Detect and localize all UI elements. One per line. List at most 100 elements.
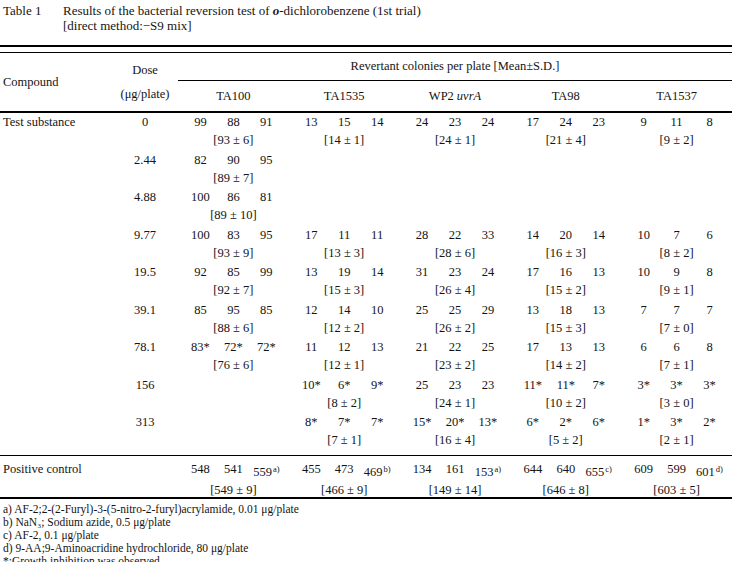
count-value: 644 [516,460,549,482]
count-value: 31 [406,263,439,282]
plate-counts: 172423 [510,113,621,132]
mean-sd: [14 ± 1] [289,132,400,149]
count-value: 7 [660,226,693,245]
count-value: 100 [184,188,217,207]
title-text-post: -dichlorobenzene (1st trial) [279,3,421,18]
mean-sd: [466 ± 9] [289,482,400,499]
strain-values-cell: 1*3*2*[2 ± 1] [621,413,732,451]
dose-cell: 0 [112,113,178,151]
plate-counts: 8*7*7* [289,413,400,432]
mean-sd: [13 ± 3] [289,245,400,262]
strain-values-cell [621,188,732,226]
mean-sd: [15 ± 3] [289,282,400,299]
strain-values-cell: 548541559a)[549 ± 9] [178,460,289,497]
dose-cell: 2.44 [112,151,178,189]
count-value: 20 [549,226,582,245]
footnote-marker: d) [716,464,723,474]
plate-counts: 455473469b) [289,460,400,482]
strain-values-cell: 242324[24 ± 1] [400,113,511,151]
count-value: 22 [439,338,472,357]
dose-cell: 4.88 [112,188,178,226]
strain-values-cell: 777[7 ± 0] [621,301,732,339]
count-value: 25 [471,338,504,357]
col-header-strain-ta1535: TA1535 [289,89,400,104]
compound-cell [0,301,112,339]
strain-values-cell: 111213[12 ± 1] [289,338,400,376]
count-value: 14 [328,301,361,320]
count-value: 23 [471,376,504,395]
count-value: 3* [627,376,660,395]
count-value: 11 [361,226,394,245]
count-value: 11* [516,376,549,395]
count-value: 1* [627,413,660,432]
count-value: 100 [184,226,217,245]
dose-row: 15610*6*9*[8 ± 2]252323[24 ± 1]11*11*7*[… [0,376,732,414]
table-header: Compound Dose (μg/plate) Revertant colon… [0,53,732,113]
table-title-line1: Results of the bacterial reversion test … [63,3,421,18]
strain-values-cell: 609599601d)[603 ± 5] [621,460,732,497]
dose-row: Test substance0998891[93 ± 6]131514[14 ±… [0,113,732,151]
mean-sd: [16 ± 4] [400,432,511,449]
strain-values-cell: 142014[16 ± 3] [510,226,621,264]
count-value: 13 [582,301,615,320]
col-header-strain-ta100: TA100 [178,89,289,104]
strain-values-cell: 8*7*7*[7 ± 1] [289,413,400,451]
mean-sd: [3 ± 0] [621,395,732,412]
count-value: 81 [250,188,283,207]
plate-counts: 859585 [178,301,289,320]
plate-counts: 777 [621,301,732,320]
strain-values-cell: 252323[24 ± 1] [400,376,511,414]
count-value: 7* [328,413,361,432]
strain-values-cell: 252529[26 ± 2] [400,301,511,339]
col-header-compound: Compound [0,53,112,111]
count-value: 72* [250,338,283,357]
strain-values-cell: 131914[15 ± 3] [289,263,400,301]
count-value: 14 [582,226,615,245]
mean-sd: [28 ± 6] [400,245,511,262]
mean-sd: [92 ± 7] [178,282,289,299]
count-value: 12 [295,301,328,320]
mean-sd: [89 ± 7] [178,170,289,187]
plate-counts: 928599 [178,263,289,282]
plate-counts: 212225 [400,338,511,357]
strain-values-cell: 11*11*7*[10 ± 2] [510,376,621,414]
count-value: 90 [217,151,250,170]
compound-cell [0,338,112,376]
plate-counts: 171111 [289,226,400,245]
count-value: 17 [516,338,549,357]
plate-counts: 242324 [400,113,511,132]
plate-counts: 1*3*2* [621,413,732,432]
mean-sd: [646 ± 8] [510,482,621,499]
count-value: 92 [184,263,217,282]
plate-counts: 131914 [289,263,400,282]
plate-counts: 134161153a) [400,460,511,482]
count-value: 8 [693,338,726,357]
mean-sd: [549 ± 9] [178,482,289,499]
count-value: 83* [184,338,217,357]
count-value: 23 [439,376,472,395]
count-value: 609 [627,460,660,482]
plate-counts: 252529 [400,301,511,320]
count-value: 13* [471,413,504,432]
strain-values-cell: 859585[88 ± 6] [178,301,289,339]
count-value: 23 [439,263,472,282]
mean-sd: [23 ± 2] [400,357,511,374]
count-value: 29 [471,301,504,320]
strain-name: TA1535 [324,89,365,103]
strain-values-cell: 83*72*72*[76 ± 6] [178,338,289,376]
compound-cell: Test substance [0,113,112,151]
count-value: 11 [295,338,328,357]
count-value: 23 [582,113,615,132]
mean-sd: [7 ± 1] [289,432,400,449]
count-value: 455 [295,460,328,482]
mean-sd: [603 ± 5] [621,482,732,499]
strain-values-cell: 171313[14 ± 2] [510,338,621,376]
footnote-marker: a) [273,464,280,474]
count-value: 17 [516,263,549,282]
count-value: 11 [660,113,693,132]
mean-sd: [24 ± 1] [400,395,511,412]
compound-cell [0,226,112,264]
mean-sd: [149 ± 14] [400,482,511,499]
dose-cell: 9.77 [112,226,178,264]
count-value: 3* [660,413,693,432]
